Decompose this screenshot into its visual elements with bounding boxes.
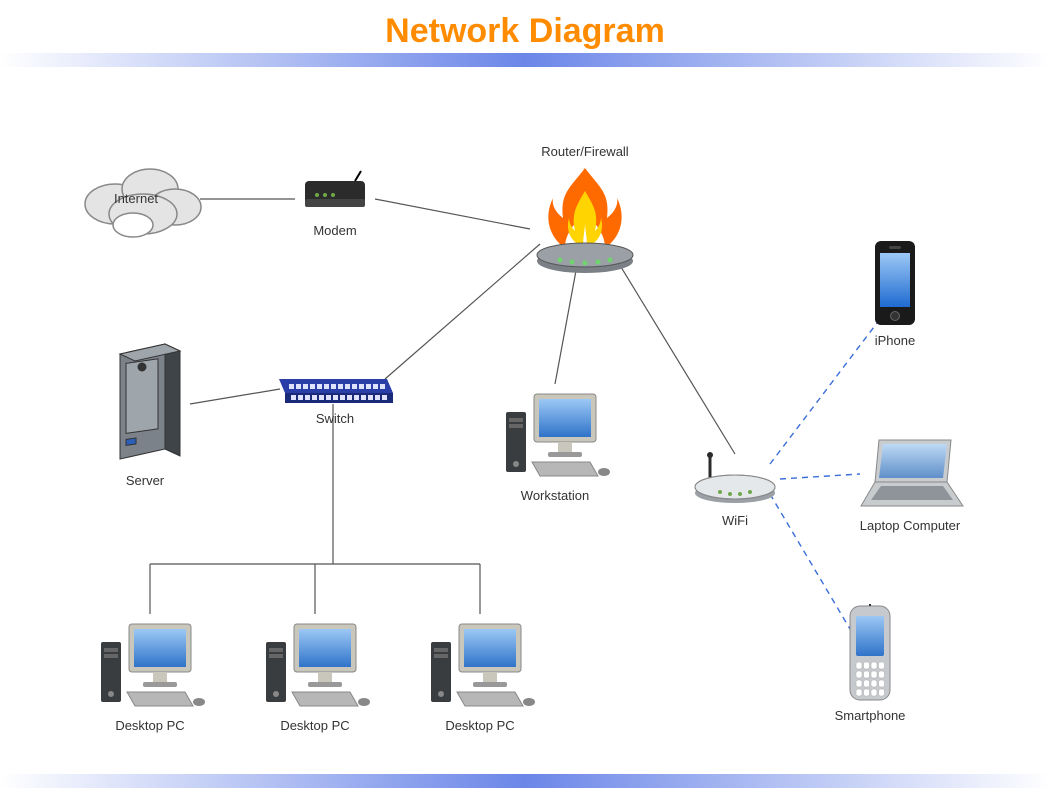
node-pc2: Desktop PC	[255, 614, 375, 733]
cloud-icon: Internet	[75, 159, 205, 239]
node-label-iphone: iPhone	[835, 333, 955, 348]
desktop-icon	[260, 614, 370, 714]
node-smartphone: Smartphone	[810, 604, 930, 723]
diagram-canvas: Internet Modem Router/Firewall	[0, 74, 1050, 774]
node-label-modem: Modem	[275, 223, 395, 238]
switch-icon	[275, 371, 395, 407]
wifi-ap-icon	[690, 449, 780, 509]
iphone-icon	[871, 239, 919, 329]
node-wifi: WiFi	[675, 449, 795, 528]
gradient-bar-bottom	[0, 774, 1050, 788]
node-label-firewall: Router/Firewall	[525, 144, 645, 159]
node-label-pc2: Desktop PC	[255, 718, 375, 733]
node-modem: Modem	[275, 169, 395, 238]
node-firewall: Router/Firewall	[525, 144, 645, 283]
desktop-icon	[95, 614, 205, 714]
node-label-smartphone: Smartphone	[810, 708, 930, 723]
node-switch: Switch	[275, 371, 395, 426]
desktop-icon	[425, 614, 535, 714]
server-icon	[100, 339, 190, 469]
node-label-pc1: Desktop PC	[90, 718, 210, 733]
title-bar: Network Diagram	[0, 0, 1050, 74]
page-title: Network Diagram	[0, 0, 1050, 51]
modem-icon	[295, 169, 375, 219]
node-label-switch: Switch	[275, 411, 395, 426]
node-label-wifi: WiFi	[675, 513, 795, 528]
node-pc1: Desktop PC	[90, 614, 210, 733]
svg-text:Internet: Internet	[114, 191, 158, 206]
laptop-icon	[855, 434, 965, 514]
firewall-icon	[525, 163, 645, 283]
node-server: Server	[85, 339, 205, 488]
node-label-pc3: Desktop PC	[420, 718, 540, 733]
edge-modem-firewall	[375, 199, 530, 229]
node-label-laptop: Laptop Computer	[850, 518, 970, 533]
node-workstation: Workstation	[495, 384, 615, 503]
node-internet: Internet	[75, 159, 205, 239]
edge-firewall-switch	[385, 244, 540, 379]
workstation-icon	[500, 384, 610, 484]
gradient-bar-top	[0, 53, 1050, 67]
node-label-workstation: Workstation	[495, 488, 615, 503]
node-label-server: Server	[85, 473, 205, 488]
smartphone-icon	[844, 604, 896, 704]
node-iphone: iPhone	[835, 239, 955, 348]
node-laptop: Laptop Computer	[850, 434, 970, 533]
node-pc3: Desktop PC	[420, 614, 540, 733]
